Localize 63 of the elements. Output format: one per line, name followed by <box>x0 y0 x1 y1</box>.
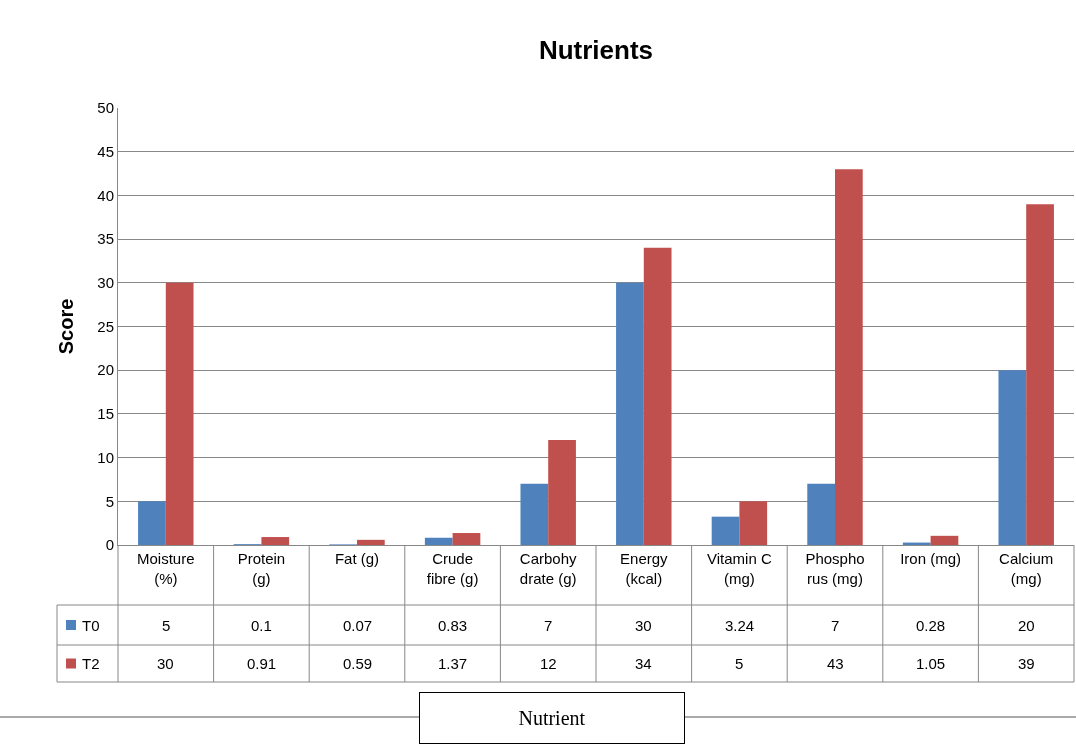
y-tick-label: 20 <box>97 361 114 379</box>
y-tick-label: 10 <box>97 448 114 466</box>
data-label: 5 <box>162 617 171 634</box>
bar <box>138 501 166 545</box>
x-tick-label: Fat (g) <box>334 550 380 567</box>
bar <box>261 537 290 545</box>
data-label: 12 <box>540 655 557 672</box>
data-label: 0.91 <box>247 655 277 672</box>
data-label: 39 <box>1018 655 1035 672</box>
bar <box>165 282 194 545</box>
bar <box>835 169 863 545</box>
data-label: 5 <box>735 655 744 672</box>
y-tick-label: 45 <box>97 142 114 160</box>
x-tick-label: Protein (g) <box>237 550 286 587</box>
x-tick-label: Vitamin C (mg) <box>707 550 772 587</box>
y-tick-label: 50 <box>97 99 114 117</box>
bar <box>739 501 768 545</box>
data-label: 1.37 <box>438 655 468 672</box>
bar <box>548 440 576 545</box>
x-tick-label: Crude fibre (g) <box>426 550 479 587</box>
y-tick-label: 35 <box>97 230 114 248</box>
data-label: 0.28 <box>916 617 946 634</box>
y-tick-label: 40 <box>97 186 114 204</box>
legend-label: T0 <box>82 617 100 634</box>
data-label: 0.83 <box>438 617 468 634</box>
x-tick-label: Carbohy drate (g) <box>519 550 578 587</box>
data-label: 30 <box>635 617 652 634</box>
data-label: 0.07 <box>343 617 373 634</box>
bar <box>711 516 740 545</box>
x-tick-label: Energy (kcal) <box>620 550 669 587</box>
data-label: 7 <box>544 617 553 634</box>
x-tick-label: Iron (mg) <box>900 550 962 567</box>
y-tick-label: 0 <box>105 536 114 554</box>
data-label: 0.59 <box>343 655 373 672</box>
x-tick-label: Phospho rus (mg) <box>805 550 865 587</box>
y-tick-label: 30 <box>97 274 114 292</box>
y-tick-label: 5 <box>105 492 114 510</box>
data-label: 20 <box>1018 617 1035 634</box>
bar <box>930 535 959 545</box>
data-label: 1.05 <box>916 655 946 672</box>
bar <box>520 483 549 545</box>
data-label: 43 <box>827 655 844 672</box>
data-label: 30 <box>157 655 174 672</box>
y-axis-title: Score <box>54 298 77 355</box>
data-label: 0.1 <box>251 617 272 634</box>
bar <box>357 539 385 545</box>
data-label: 7 <box>831 617 840 634</box>
bar <box>1026 204 1054 545</box>
x-tick-label: Moisture (%) <box>137 550 195 587</box>
x-tick-label: Calcium (mg) <box>999 550 1054 587</box>
text: Nutrient <box>518 707 586 729</box>
bar <box>998 370 1027 545</box>
bar <box>807 483 835 545</box>
data-label: 3.24 <box>725 617 755 634</box>
bar <box>643 247 672 545</box>
legend-label: T2 <box>82 655 100 672</box>
bar <box>616 282 644 545</box>
chart-title: Nutrients <box>538 35 654 66</box>
y-tick-label: 15 <box>97 405 114 423</box>
data-label: 34 <box>635 655 652 672</box>
bar <box>424 537 453 545</box>
y-tick-label: 25 <box>97 317 114 335</box>
bar <box>452 533 481 545</box>
